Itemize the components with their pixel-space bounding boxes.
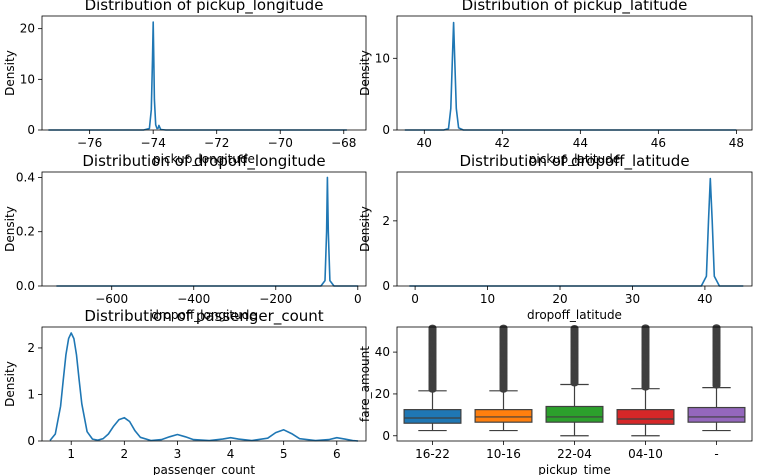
y-axis-label: Density [3, 206, 17, 252]
x-tick-label: 04-10 [628, 447, 663, 461]
y-tick-label: 0 [382, 279, 390, 293]
box-3 [545, 324, 604, 437]
box-body [474, 409, 533, 423]
y-tick-label: 1 [27, 387, 35, 401]
axes-frame [396, 15, 753, 131]
x-tick-label: −76 [77, 136, 102, 150]
x-tick-label: 5 [280, 447, 288, 461]
axes-frame [396, 326, 753, 442]
y-axis-label: fare_amount [358, 346, 372, 422]
y-tick-label: 10 [20, 72, 35, 86]
y-tick-label: 0 [382, 429, 390, 443]
axes-frame [41, 326, 367, 442]
x-tick-label: 3 [174, 447, 182, 461]
outlier-point [428, 324, 437, 331]
box-2 [474, 324, 533, 432]
y-tick-label: 10 [375, 51, 390, 65]
outlier-point [499, 324, 508, 331]
y-tick-label: 2 [27, 341, 35, 355]
density-line [48, 21, 347, 131]
x-axis-label: pickup_time [538, 463, 610, 475]
axes-frame [41, 171, 367, 287]
subplot-4: 0 10 20 30 40 0 2 dropoff_latitude Density Distri… [358, 152, 753, 322]
y-tick-label: 0.4 [16, 170, 35, 184]
x-tick-label: −72 [204, 136, 229, 150]
y-tick-label: 2 [382, 214, 390, 228]
outlier-point [641, 324, 650, 331]
x-tick-label: −600 [95, 292, 128, 306]
x-tick-label: 2 [121, 447, 129, 461]
y-tick-label: 20 [20, 22, 35, 36]
x-tick-label: 30 [625, 292, 640, 306]
box-1 [403, 324, 462, 432]
density-line [49, 332, 359, 442]
box-5 [687, 324, 746, 432]
x-tick-label: −70 [268, 136, 293, 150]
subplot-2: 40 42 44 46 48 0 10 pickup_latitude Density Distr… [358, 0, 753, 166]
y-tick-label: 0.0 [16, 279, 35, 293]
x-tick-label: 6 [333, 447, 341, 461]
x-tick-label: −74 [141, 136, 166, 150]
box-body [545, 405, 604, 423]
y-axis-label: Density [358, 50, 372, 96]
y-tick-label: 20 [375, 387, 390, 401]
y-axis-label: Density [3, 50, 17, 96]
y-axis-label: Density [358, 206, 372, 252]
y-tick-label: 40 [375, 345, 390, 359]
subplot-3: −600 −400 −200 0 0.0 0.2 0.4 dropoff_longitude D… [3, 152, 367, 322]
x-axis-label: passenger_count [153, 463, 256, 475]
x-tick-label: 16-22 [415, 447, 450, 461]
x-tick-label: 48 [729, 136, 744, 150]
box-body [403, 409, 462, 424]
density-line [404, 21, 737, 131]
subplot-6: 16-22 10-16 22-04 04-10 - 0 20 40 pickup_time far… [358, 324, 753, 475]
x-tick-label: 22-04 [557, 447, 592, 461]
chart-title: Distribution of pickup_longitude [85, 0, 324, 15]
x-tick-label: 44 [573, 136, 588, 150]
axes-frame [41, 15, 367, 131]
x-axis-label: pickup_latitude [529, 152, 620, 166]
box-body [687, 406, 746, 423]
box-body [616, 409, 675, 425]
subplot-5: 1 2 3 4 5 6 0 1 2 passenger_count Density Distribut… [3, 307, 367, 475]
x-tick-label: 42 [495, 136, 510, 150]
x-tick-label: 1 [67, 447, 75, 461]
x-axis-label: pickup_longitude [153, 152, 255, 166]
x-tick-label: −68 [331, 136, 356, 150]
box-4 [616, 324, 675, 437]
density-line [409, 177, 744, 287]
x-tick-label: - [714, 447, 718, 461]
y-tick-label: 0 [27, 123, 35, 137]
x-tick-label: −400 [177, 292, 210, 306]
x-tick-label: 0 [354, 292, 362, 306]
x-axis-label: dropoff_latitude [527, 308, 622, 322]
y-tick-label: 0 [27, 434, 35, 448]
chart-title: Distribution of dropoff_latitude [459, 152, 689, 171]
y-tick-label: 0.2 [16, 225, 35, 239]
x-tick-label: 46 [651, 136, 666, 150]
x-tick-label: 40 [697, 292, 712, 306]
x-tick-label: 10 [480, 292, 495, 306]
chart-title: Distribution of passenger_count [84, 307, 323, 326]
chart-title: Distribution of dropoff_longitude [82, 152, 325, 171]
x-tick-label: 10-16 [486, 447, 521, 461]
x-axis-label: dropoff_longitude [151, 308, 256, 322]
y-axis-label: Density [3, 361, 17, 407]
x-tick-label: 40 [417, 136, 432, 150]
outlier-point [570, 324, 579, 331]
y-tick-label: 0 [382, 123, 390, 137]
x-tick-label: 20 [552, 292, 567, 306]
axes-frame [396, 171, 753, 287]
x-tick-label: 4 [227, 447, 235, 461]
x-tick-label: 0 [411, 292, 419, 306]
density-line [56, 176, 359, 287]
chart-title: Distribution of pickup_latitude [462, 0, 688, 15]
subplot-1: −76 −74 −72 −70 −68 0 10 20 pickup_longitude Dens… [3, 0, 367, 166]
x-tick-label: −200 [259, 292, 292, 306]
